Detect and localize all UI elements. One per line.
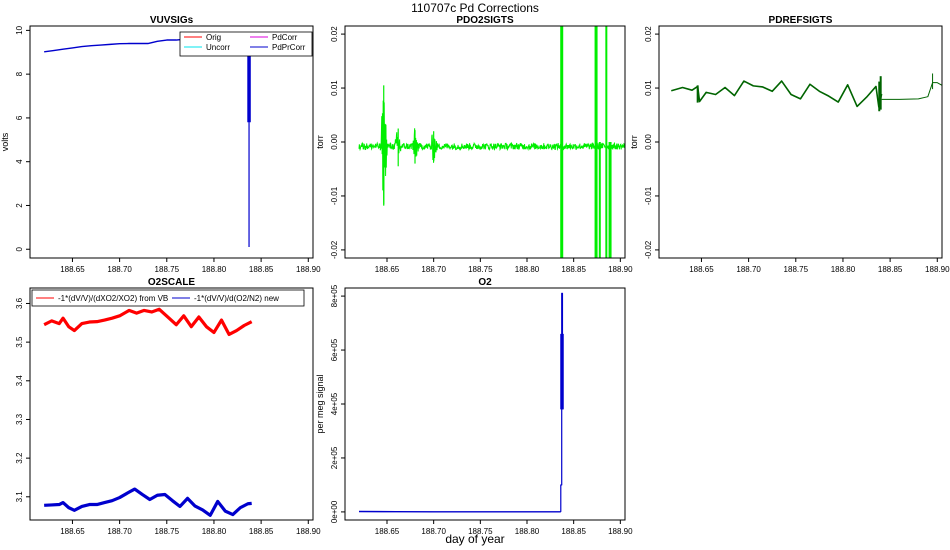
x-tick-label: 188.65 [375,265,400,274]
y-tick-label: 3.5 [15,336,24,348]
y-tick-label: 10 [15,25,24,34]
plot-area [358,292,564,513]
legend-box [179,31,313,57]
y-tick-label: 8e+05 [330,284,339,307]
x-tick-label: 188.65 [60,265,85,274]
legend: -1*(dV/V)/(dXO2/XO2) from VB -1*(dV/V)/d(… [31,289,305,307]
x-tick-label: 188.90 [296,527,321,536]
x-tick-label: 188.70 [736,265,761,274]
panel-o2scale: O2SCALE 188.65 188.70 188.75 188.80 188.85 188… [15,277,321,536]
plot-frame [29,287,314,521]
x-tick-label: 188.90 [608,265,633,274]
x-tick-label: 188.75 [468,527,493,536]
y-axis-label: torr [315,135,325,149]
legend-label: Orig [206,33,221,42]
series-line [671,80,883,108]
series-line [358,100,625,205]
y-tick-label: 0.02 [330,26,339,42]
panel-title: PDREFSIGTS [769,15,833,26]
x-tick-label: 188.65 [60,527,85,536]
legend-label: PdPrCorr [272,43,306,52]
y-axis-label: per meg signal [315,374,325,433]
x-tick-label: 188.85 [249,265,274,274]
x-tick-label: 188.70 [421,265,446,274]
y-tick-label: 3.4 [15,375,24,387]
x-tick-label: 188.75 [155,265,180,274]
x-tick-label: 188.70 [107,265,132,274]
x-tick-label: 188.80 [515,527,540,536]
y-tick-label: 0.00 [644,134,653,150]
x-tick-label: 188.85 [878,265,903,274]
x-tick-label: 188.80 [515,265,540,274]
x-tick-label: 188.75 [784,265,809,274]
y-tick-label: 6 [15,115,24,120]
x-tick-label: 188.85 [249,527,274,536]
plot-frame [29,25,314,259]
plot-area [671,73,942,112]
plot-area [44,34,251,248]
x-tick-label: 188.65 [375,527,400,536]
y-tick-label: -0.01 [330,186,339,205]
x-tick-label: 188.75 [155,527,180,536]
plot-frame [658,25,943,259]
legend-box [31,289,305,307]
legend-label: -1*(dV/V)/(dXO2/XO2) from VB [58,294,168,303]
y-tick-label: 3.3 [15,413,24,425]
series-line [44,487,252,517]
series-line [43,307,253,336]
y-tick-label: 2e+05 [330,446,339,469]
y-tick-label: 3.6 [15,297,24,309]
y-tick-label: 0.01 [644,80,653,96]
y-axis-label: volts [0,132,10,151]
panel-vuvsigs: VUVSIGs volts 188.65 188.70 188.75 188.80 188.… [0,15,321,274]
y-axis-label: torr [629,135,639,149]
x-tick-label: 188.80 [831,265,856,274]
y-tick-label: 0 [15,246,24,251]
x-tick-label: 188.75 [468,265,493,274]
y-tick-label: -0.01 [644,186,653,205]
y-tick-label: -0.02 [644,240,653,259]
panel-title: O2SCALE [148,277,196,288]
y-tick-label: 2 [15,203,24,208]
y-tick-label: 6e+05 [330,338,339,361]
figure-xlabel: day of year [445,532,504,546]
x-tick-label: 188.70 [421,527,446,536]
panel-title: PDO2SIGTS [456,15,514,26]
x-tick-label: 188.65 [689,265,714,274]
x-tick-label: 188.90 [925,265,950,274]
legend-label: PdCorr [272,33,298,42]
plot-area [358,26,625,258]
y-tick-label: -0.02 [330,240,339,259]
y-tick-label: 3.1 [15,491,24,503]
x-tick-label: 188.90 [608,527,633,536]
y-tick-label: 4e+05 [330,392,339,415]
x-tick-label: 188.85 [561,265,586,274]
panel-o2: O2 per meg signal 188.65 188.70 188.75 188.80… [315,277,633,536]
y-tick-label: 8 [15,71,24,76]
figure-title: 110707c Pd Corrections [411,1,539,15]
panel-title: O2 [478,277,492,288]
y-tick-label: 0.02 [644,26,653,42]
legend-label: Uncorr [206,43,230,52]
x-tick-label: 188.80 [202,265,227,274]
plot-area [43,307,253,517]
series-line [881,82,942,100]
x-tick-label: 188.85 [561,527,586,536]
panel-pdrefsigts: PDREFSIGTS torr 188.65 188.70 188.75 188.80 18… [629,15,950,274]
plot-frame [344,287,626,521]
x-tick-label: 188.80 [202,527,227,536]
x-tick-label: 188.70 [107,527,132,536]
legend-label: -1*(dV/V)/d(O2/N2) new [194,294,279,303]
y-tick-label: 0e+00 [330,500,339,523]
y-tick-label: 0.01 [330,80,339,96]
x-tick-label: 188.90 [296,265,321,274]
panel-pdo2sigts: PDO2SIGTS torr 188.65 188.70 188.75 188.80 188… [315,15,633,274]
y-tick-label: 3.2 [15,452,24,464]
panel-title: VUVSIGs [150,15,194,26]
y-tick-label: 0.00 [330,134,339,150]
y-tick-label: 4 [15,159,24,164]
